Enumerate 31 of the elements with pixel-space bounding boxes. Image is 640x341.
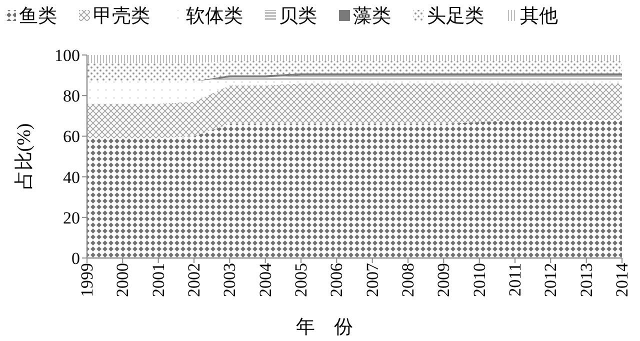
x-tick-label: 2012 [541,263,560,297]
x-tick-label: 2007 [362,262,382,297]
y-tick-label: 0 [72,249,80,268]
x-tick-label: 2010 [470,263,489,297]
x-tick-label: 2014 [612,262,632,297]
x-tick-label: 2002 [184,263,204,297]
x-tick-label: 2001 [148,263,168,297]
legend-label: 软体类 [186,6,243,27]
legend-label: 藻类 [353,6,391,27]
x-tick-label: 2006 [327,263,346,297]
legend-label: 贝类 [279,6,317,27]
y-tick-label: 80 [63,86,80,106]
y-tick-label: 40 [63,168,80,187]
legend-label: 鱼类 [19,6,57,27]
x-tick-label: 2000 [113,263,132,297]
x-tick-label: 2004 [256,262,275,297]
legend-label: 甲壳类 [93,6,150,27]
y-tick-label: 60 [63,127,80,146]
x-axis-title: 年 份 [296,317,353,338]
x-tick-label: 2008 [398,263,418,297]
y-tick-label: 20 [63,208,80,228]
x-tick-label: 1999 [78,263,96,297]
legend-label: 头足类 [427,6,484,27]
y-tick-label: 100 [54,46,80,65]
y-axis-title: 占比(%) [14,123,35,190]
x-tick-label: 2013 [576,263,596,297]
legend-label: 其他 [520,6,558,27]
x-tick-label: 2003 [220,263,240,297]
x-tick-label: 2011 [506,263,524,296]
x-tick-label: 2009 [434,263,454,297]
x-tick-label: 2005 [292,263,310,297]
